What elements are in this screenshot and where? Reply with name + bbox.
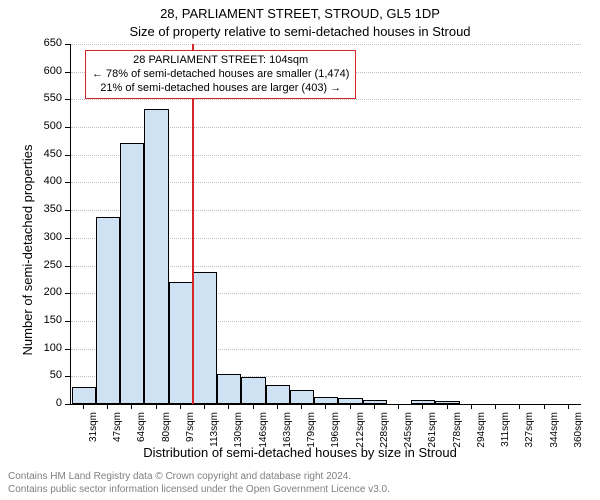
x-tick-label: 163sqm [282,412,293,452]
x-tick-mark [107,404,108,409]
y-tick-mark [65,266,70,267]
y-tick-mark [65,293,70,294]
x-tick-mark [131,404,132,409]
x-tick-mark [277,404,278,409]
info-line-1: 28 PARLIAMENT STREET: 104sqm [92,54,349,68]
x-tick-mark [156,404,157,409]
y-tick-label: 600 [22,65,62,77]
x-tick-label: 360sqm [573,412,584,452]
y-tick-label: 50 [22,369,62,381]
histogram-bar [241,377,265,404]
x-tick-mark [495,404,496,409]
x-tick-mark [180,404,181,409]
x-tick-label: 294sqm [476,412,487,452]
y-tick-mark [65,182,70,183]
y-tick-mark [65,376,70,377]
x-tick-mark [374,404,375,409]
x-tick-label: 179sqm [306,412,317,452]
x-tick-mark [253,404,254,409]
y-tick-label: 650 [22,37,62,49]
y-tick-label: 500 [22,120,62,132]
x-tick-label: 278sqm [452,412,463,452]
info-line-2: ← 78% of semi-detached houses are smalle… [92,68,349,82]
y-tick-mark [65,404,70,405]
y-tick-label: 350 [22,203,62,215]
y-tick-label: 450 [22,148,62,160]
x-tick-mark [83,404,84,409]
y-tick-mark [65,349,70,350]
x-tick-label: 344sqm [549,412,560,452]
y-tick-mark [65,210,70,211]
x-tick-mark [519,404,520,409]
y-tick-label: 100 [22,342,62,354]
histogram-bar [144,109,168,404]
x-tick-mark [398,404,399,409]
x-tick-mark [350,404,351,409]
x-tick-mark [301,404,302,409]
y-tick-label: 150 [22,314,62,326]
histogram-bar [314,397,338,404]
histogram-bar [217,374,241,404]
x-tick-label: 97sqm [185,412,196,452]
histogram-bar [338,398,362,404]
x-tick-mark [568,404,569,409]
x-tick-label: 196sqm [330,412,341,452]
x-tick-label: 212sqm [355,412,366,452]
y-tick-mark [65,44,70,45]
y-tick-mark [65,72,70,73]
y-tick-mark [65,238,70,239]
y-tick-label: 250 [22,259,62,271]
footer-copyright-2: Contains public sector information licen… [8,484,390,495]
histogram-bar [411,400,435,404]
histogram-bar [266,385,290,404]
x-tick-label: 64sqm [136,412,147,452]
y-tick-label: 0 [22,397,62,409]
x-tick-label: 31sqm [88,412,99,452]
x-tick-label: 327sqm [524,412,535,452]
x-tick-mark [204,404,205,409]
x-tick-label: 261sqm [427,412,438,452]
x-tick-label: 130sqm [233,412,244,452]
info-line-3: 21% of semi-detached houses are larger (… [92,82,349,96]
x-tick-label: 47sqm [112,412,123,452]
x-tick-label: 245sqm [403,412,414,452]
x-tick-label: 113sqm [209,412,220,452]
title-line-1: 28, PARLIAMENT STREET, STROUD, GL5 1DP [0,6,600,21]
y-tick-mark [65,321,70,322]
x-tick-mark [325,404,326,409]
y-tick-mark [65,99,70,100]
histogram-bar [363,400,387,404]
y-tick-label: 550 [22,92,62,104]
histogram-bar [169,282,193,404]
title-line-2: Size of property relative to semi-detach… [0,24,600,39]
info-annotation-box: 28 PARLIAMENT STREET: 104sqm ← 78% of se… [85,50,356,99]
x-tick-label: 80sqm [161,412,172,452]
gridline [71,99,581,100]
y-tick-label: 400 [22,175,62,187]
x-tick-mark [471,404,472,409]
y-tick-mark [65,155,70,156]
footer-copyright-1: Contains HM Land Registry data © Crown c… [8,471,351,482]
x-tick-mark [447,404,448,409]
x-tick-label: 228sqm [379,412,390,452]
histogram-bar [120,143,144,404]
y-tick-label: 300 [22,231,62,243]
y-tick-label: 200 [22,286,62,298]
x-tick-label: 311sqm [500,412,511,452]
histogram-bar [96,217,120,404]
x-tick-mark [544,404,545,409]
histogram-bar [435,401,459,404]
y-tick-mark [65,127,70,128]
histogram-bar [290,390,314,404]
x-tick-label: 146sqm [258,412,269,452]
y-axis-label: Number of semi-detached properties [18,60,38,440]
x-tick-mark [422,404,423,409]
histogram-bar [72,387,96,404]
histogram-bar [193,272,217,404]
gridline [71,44,581,45]
x-tick-mark [228,404,229,409]
